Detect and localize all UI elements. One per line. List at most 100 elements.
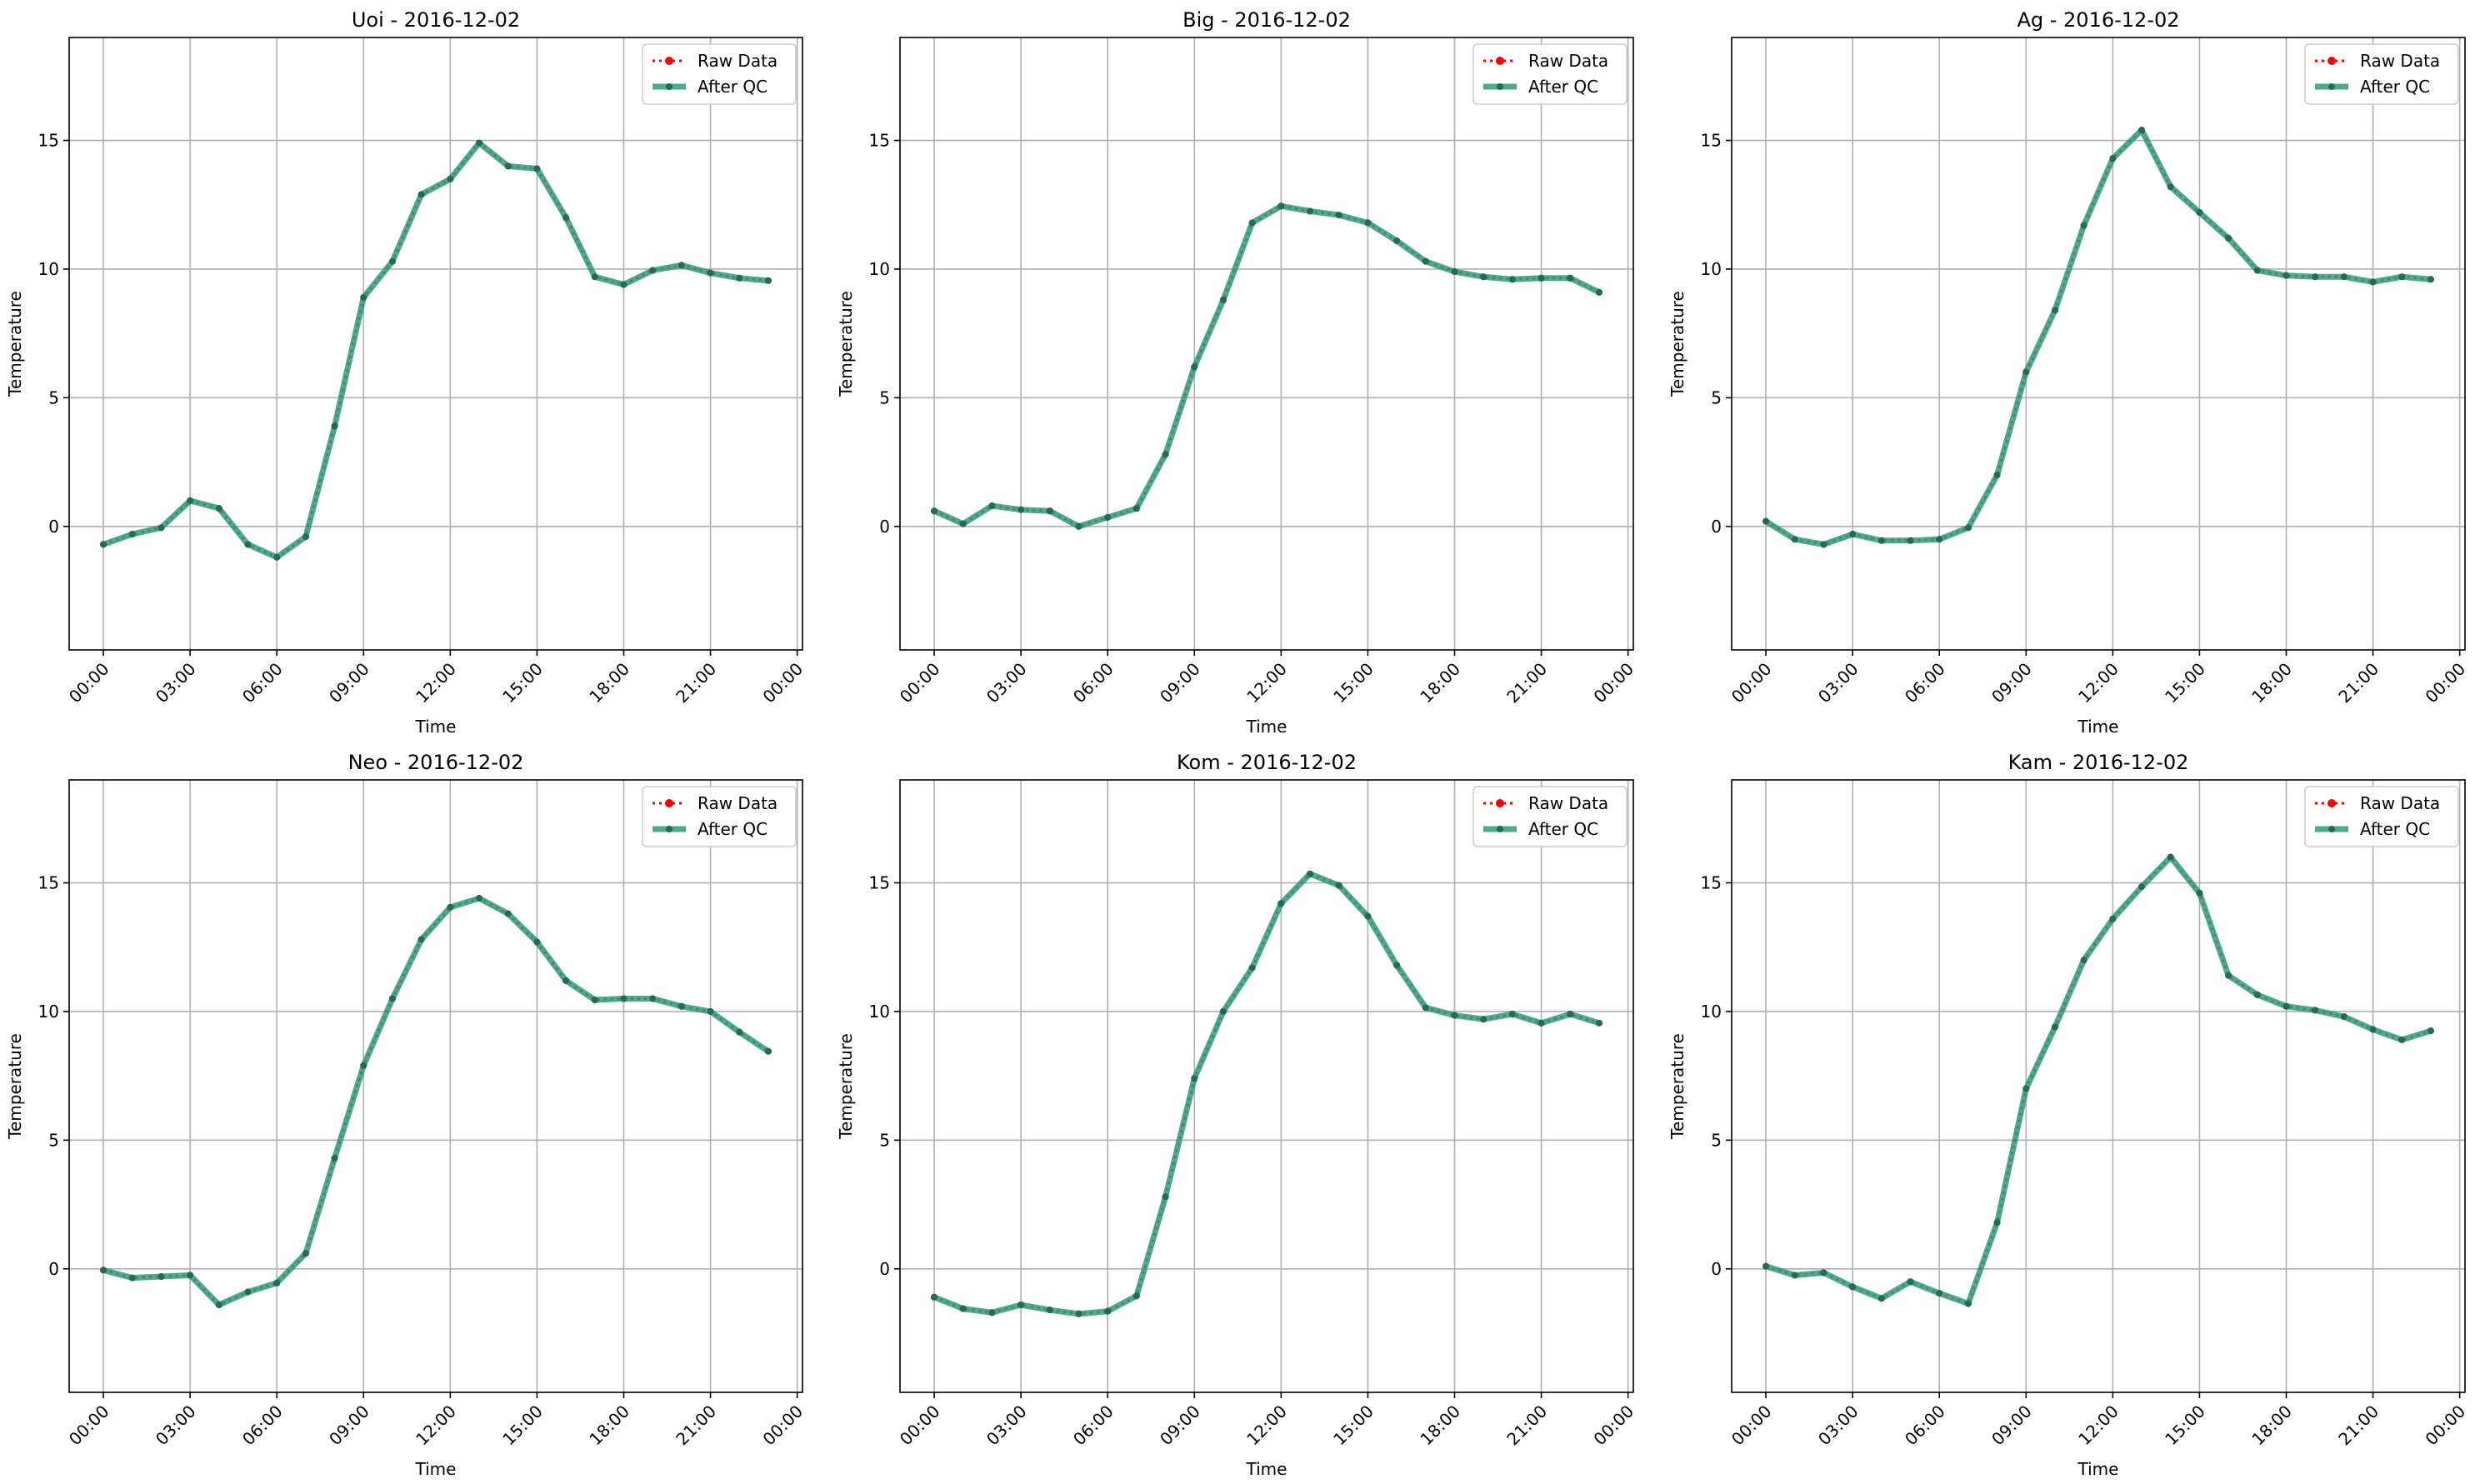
y-tick-label: 10 <box>869 1002 890 1022</box>
x-tick-label: 03:00 <box>982 659 1031 707</box>
x-tick-label: 09:00 <box>1156 1402 1204 1450</box>
subplot-4: 00:00 03:00 06:00 09:00 12:00 15:00 18:00 21:00… <box>5 751 807 1479</box>
x-tick-label: 09:00 <box>1988 1402 2036 1450</box>
x-tick-label: 12:00 <box>412 1402 460 1450</box>
y-tick-label: 15 <box>38 131 59 151</box>
y-tick-label: 10 <box>1701 259 1722 279</box>
after-qc-point <box>959 1305 967 1312</box>
plot-frame <box>899 37 1634 651</box>
y-tick-label: 15 <box>869 873 890 893</box>
after-qc-point <box>1335 882 1342 889</box>
y-tick-label: 5 <box>1711 387 1722 407</box>
after-qc-point <box>215 505 222 512</box>
x-tick-label: 09:00 <box>1988 659 2036 707</box>
after-qc-point <box>128 531 136 538</box>
chart-title: Neo - 2016-12-02 <box>348 751 524 774</box>
after-qc-point <box>1480 1016 1488 1023</box>
y-axis-label: Temperature <box>836 291 856 397</box>
after-qc-point <box>988 1309 996 1317</box>
legend-marker <box>1497 83 1503 90</box>
after-qc-point <box>1849 531 1857 538</box>
x-tick-label: 03:00 <box>152 1402 200 1450</box>
after-qc-point <box>1219 1007 1227 1015</box>
after-qc-point <box>244 1288 252 1296</box>
x-axis-label: Time <box>1246 717 1288 737</box>
after-qc-point <box>302 1250 309 1257</box>
after-qc-point <box>2167 183 2174 191</box>
x-axis-label: Time <box>1246 1459 1288 1479</box>
after-qc-point <box>2340 1013 2348 1021</box>
y-tick-label: 15 <box>38 873 59 893</box>
y-tick-label: 10 <box>1701 1002 1722 1022</box>
x-tick-label: 15:00 <box>2161 1402 2209 1450</box>
after-qc-point <box>1451 1012 1458 1019</box>
after-qc-point <box>620 995 628 1002</box>
after-qc-point <box>1104 1307 1112 1315</box>
chart-title: Kom - 2016-12-02 <box>1177 751 1357 774</box>
after-qc-point <box>1132 1292 1140 1300</box>
subplot-2: 00:00 03:00 06:00 09:00 12:00 15:00 18:00 21:00… <box>836 8 1638 737</box>
after-qc-point <box>1422 257 1429 265</box>
after-qc-point <box>2427 276 2434 283</box>
legend-marker <box>1496 799 1504 807</box>
x-tick-label: 15:00 <box>498 659 547 707</box>
after-qc-point <box>1307 870 1314 877</box>
series-line-after-qc <box>1764 127 2432 547</box>
legend: Raw Data After QC <box>2304 43 2459 105</box>
series-line-raw-data <box>102 141 769 559</box>
after-qc-point <box>959 520 967 527</box>
x-tick-label: 06:00 <box>1901 659 1949 707</box>
after-qc-point <box>447 903 454 911</box>
legend-label: After QC <box>2360 819 2430 839</box>
after-qc-point <box>1820 541 1828 548</box>
after-qc-point <box>1278 202 1285 210</box>
after-qc-point <box>1422 1004 1429 1012</box>
after-qc-point <box>2369 1026 2377 1033</box>
after-qc-point <box>1191 1075 1198 1082</box>
x-tick-label: 00:00 <box>1589 659 1638 707</box>
legend-label: Raw Data <box>2360 51 2440 71</box>
x-tick-label: 21:00 <box>672 659 720 707</box>
after-qc-point <box>1104 513 1112 521</box>
x-tick-label: 15:00 <box>1329 659 1378 707</box>
after-qc-point <box>1791 536 1798 543</box>
after-qc-point <box>476 895 483 902</box>
after-qc-point <box>2051 1023 2058 1031</box>
y-tick-label: 10 <box>869 259 890 279</box>
plot-frame <box>68 779 803 1393</box>
after-qc-point <box>331 422 338 430</box>
x-tick-label: 12:00 <box>1242 1402 1291 1450</box>
after-qc-point <box>504 162 512 170</box>
y-tick-label: 5 <box>879 387 890 407</box>
legend: Raw Data After QC <box>642 43 797 105</box>
after-qc-point <box>1364 219 1372 227</box>
legend-label: Raw Data <box>698 793 778 813</box>
legend-label: After QC <box>698 77 768 97</box>
x-tick-label: 15:00 <box>1329 1402 1378 1450</box>
after-qc-point <box>447 175 454 182</box>
after-qc-point <box>1878 537 1885 544</box>
after-qc-point <box>2340 273 2348 281</box>
after-qc-point <box>1219 297 1227 303</box>
x-tick-label: 06:00 <box>1901 1402 1949 1450</box>
after-qc-point <box>533 938 541 946</box>
x-tick-label: 12:00 <box>412 659 460 707</box>
after-qc-point <box>2080 957 2088 964</box>
after-qc-point <box>2109 915 2117 922</box>
after-qc-point <box>1075 522 1082 530</box>
after-qc-point <box>1451 268 1458 276</box>
after-qc-point <box>1508 1011 1516 1018</box>
after-qc-point <box>504 910 512 917</box>
x-tick-label: 12:00 <box>2074 1402 2122 1450</box>
plot-frame <box>1731 779 2466 1393</box>
x-tick-label: 03:00 <box>1814 1402 1862 1450</box>
plot-frame <box>899 779 1634 1393</box>
y-axis-label: Temperature <box>5 291 25 397</box>
x-tick-label: 03:00 <box>982 1402 1031 1450</box>
after-qc-point <box>736 1028 743 1036</box>
after-qc-point <box>302 533 309 541</box>
y-tick-label: 15 <box>1701 873 1722 893</box>
x-tick-label: 21:00 <box>672 1402 720 1450</box>
x-tick-label: 15:00 <box>2161 659 2209 707</box>
after-qc-point <box>1132 505 1140 512</box>
